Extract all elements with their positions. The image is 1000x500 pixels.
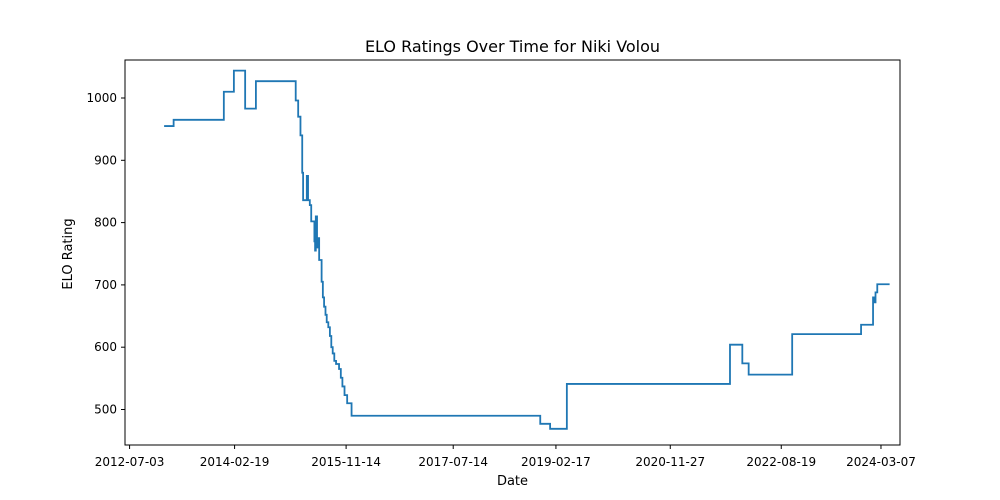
plot-frame — [124, 59, 901, 446]
y-tick-label: 800 — [94, 216, 117, 230]
y-tick-label: 900 — [94, 153, 117, 167]
x-tick-label: 2019-02-17 — [521, 455, 591, 469]
x-axis-label: Date — [497, 474, 528, 489]
y-tick-label: 1000 — [86, 91, 117, 105]
x-tick-label: 2020-11-27 — [635, 455, 705, 469]
y-axis-label: ELO Rating — [61, 218, 76, 289]
series-layer — [164, 69, 890, 430]
y-tick-label: 500 — [94, 402, 117, 416]
chart-title: ELO Ratings Over Time for Niki Volou — [365, 37, 660, 56]
x-tick-label: 2012-07-03 — [95, 455, 165, 469]
x-tick-label: 2022-08-19 — [746, 455, 816, 469]
x-tick-label: 2014-02-19 — [200, 455, 270, 469]
x-tick-label: 2017-07-14 — [418, 455, 488, 469]
y-ticks: 500 600 700 800 900 1000 — [86, 91, 125, 416]
x-tick-label: 2015-11-14 — [311, 455, 381, 469]
y-tick-label: 700 — [94, 278, 117, 292]
series-line-0 — [164, 69, 890, 430]
x-ticks: 2012-07-03 2014-02-19 2015-11-14 2017-07-14… — [95, 445, 916, 469]
x-tick-label: 2024-03-07 — [846, 455, 916, 469]
y-tick-label: 600 — [94, 340, 117, 354]
